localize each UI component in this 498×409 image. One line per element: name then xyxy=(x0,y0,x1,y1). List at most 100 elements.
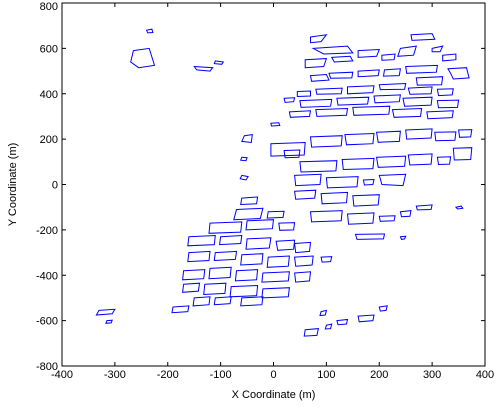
building-outline xyxy=(442,53,457,62)
building-outline xyxy=(240,253,264,266)
building-outline xyxy=(378,82,407,91)
building-outline xyxy=(95,308,116,316)
building-outline xyxy=(452,147,473,161)
building-outline xyxy=(213,250,238,262)
building-outline xyxy=(294,173,322,187)
building-outline xyxy=(378,305,388,312)
building-outline xyxy=(208,221,243,234)
building-outline xyxy=(325,176,359,189)
y-axis-ticks: -800 -600 -400 -200 0 200 400 600 800 xyxy=(36,1,485,373)
building-outline xyxy=(283,149,301,159)
building-outline xyxy=(208,266,232,280)
building-outline xyxy=(171,305,190,314)
building-outline xyxy=(240,196,259,206)
building-outline xyxy=(315,107,349,117)
building-outline xyxy=(319,309,328,317)
plot-area xyxy=(61,2,486,367)
x-tick-label: -200 xyxy=(157,369,179,381)
building-outline xyxy=(431,45,444,53)
building-outline xyxy=(239,174,249,181)
building-outline xyxy=(278,222,296,231)
building-outline xyxy=(192,296,211,307)
building-outline xyxy=(213,60,225,65)
building-outline xyxy=(415,76,444,86)
building-outline xyxy=(405,128,433,140)
building-outline xyxy=(341,157,375,171)
y-tick-label: 800 xyxy=(40,1,58,13)
building-outline xyxy=(352,194,380,207)
building-outline xyxy=(219,234,243,246)
x-tick-label: 300 xyxy=(423,369,441,381)
building-outline xyxy=(296,90,311,98)
x-tick-label: 200 xyxy=(370,369,388,381)
building-outline xyxy=(447,67,470,80)
building-outline xyxy=(328,71,354,79)
building-outline xyxy=(391,107,423,118)
building-outline xyxy=(304,58,328,69)
x-tick-label: -300 xyxy=(104,369,126,381)
building-outline xyxy=(288,110,312,118)
x-tick-label: -100 xyxy=(210,369,232,381)
y-tick-label: -800 xyxy=(36,361,58,373)
building-outline xyxy=(399,235,407,240)
building-outline xyxy=(320,256,333,263)
building-outline xyxy=(378,173,407,187)
building-outline xyxy=(381,53,396,61)
building-outlines xyxy=(95,28,473,337)
building-outline xyxy=(344,132,375,146)
building-outline xyxy=(213,296,232,306)
building-outline xyxy=(362,178,375,186)
building-outline xyxy=(436,156,452,166)
building-outline xyxy=(402,96,433,107)
x-tick-label: 100 xyxy=(317,369,335,381)
building-outline xyxy=(294,189,317,200)
building-outline xyxy=(266,255,290,268)
building-outline xyxy=(407,153,433,166)
building-outline xyxy=(299,160,338,173)
building-outline xyxy=(261,271,290,283)
building-outline xyxy=(245,237,272,250)
building-outline xyxy=(294,255,314,267)
building-outline xyxy=(233,207,264,221)
building-outline xyxy=(357,69,380,78)
building-outline xyxy=(261,287,290,299)
building-outline xyxy=(405,64,438,74)
building-outline xyxy=(241,134,253,144)
building-outline xyxy=(330,55,354,63)
building-outline xyxy=(320,191,349,205)
building-outline xyxy=(399,210,412,218)
building-outline xyxy=(410,33,436,41)
building-outline xyxy=(324,323,333,330)
building-outline xyxy=(309,210,343,223)
building-outline xyxy=(311,45,354,55)
building-outline xyxy=(458,129,473,138)
building-outline xyxy=(357,314,375,323)
building-outline xyxy=(299,98,333,108)
building-outline xyxy=(436,88,454,97)
building-outline xyxy=(352,105,391,116)
building-outline xyxy=(187,250,211,263)
building-outline xyxy=(193,65,214,72)
building-outline xyxy=(283,97,296,103)
building-outline xyxy=(315,87,343,95)
building-outline xyxy=(182,269,206,281)
building-outline xyxy=(309,135,343,148)
x-axis-ticks: -400 -300 -200 -100 0 100 200 300 400 xyxy=(51,3,494,381)
building-outline xyxy=(309,73,330,82)
building-outline xyxy=(346,212,375,225)
building-outline xyxy=(454,205,464,210)
building-outline xyxy=(303,328,320,337)
building-outline xyxy=(294,271,312,283)
x-tick-label: 400 xyxy=(476,369,494,381)
building-outline xyxy=(240,296,264,307)
building-outline xyxy=(336,96,370,106)
building-outline xyxy=(397,45,418,57)
building-outline xyxy=(415,204,433,211)
building-outline xyxy=(266,210,285,219)
building-outline xyxy=(336,318,349,326)
building-outline xyxy=(229,284,259,298)
building-outline xyxy=(270,122,281,127)
x-axis-label: X Coordinate (m) xyxy=(232,389,316,401)
building-outline xyxy=(275,239,296,251)
